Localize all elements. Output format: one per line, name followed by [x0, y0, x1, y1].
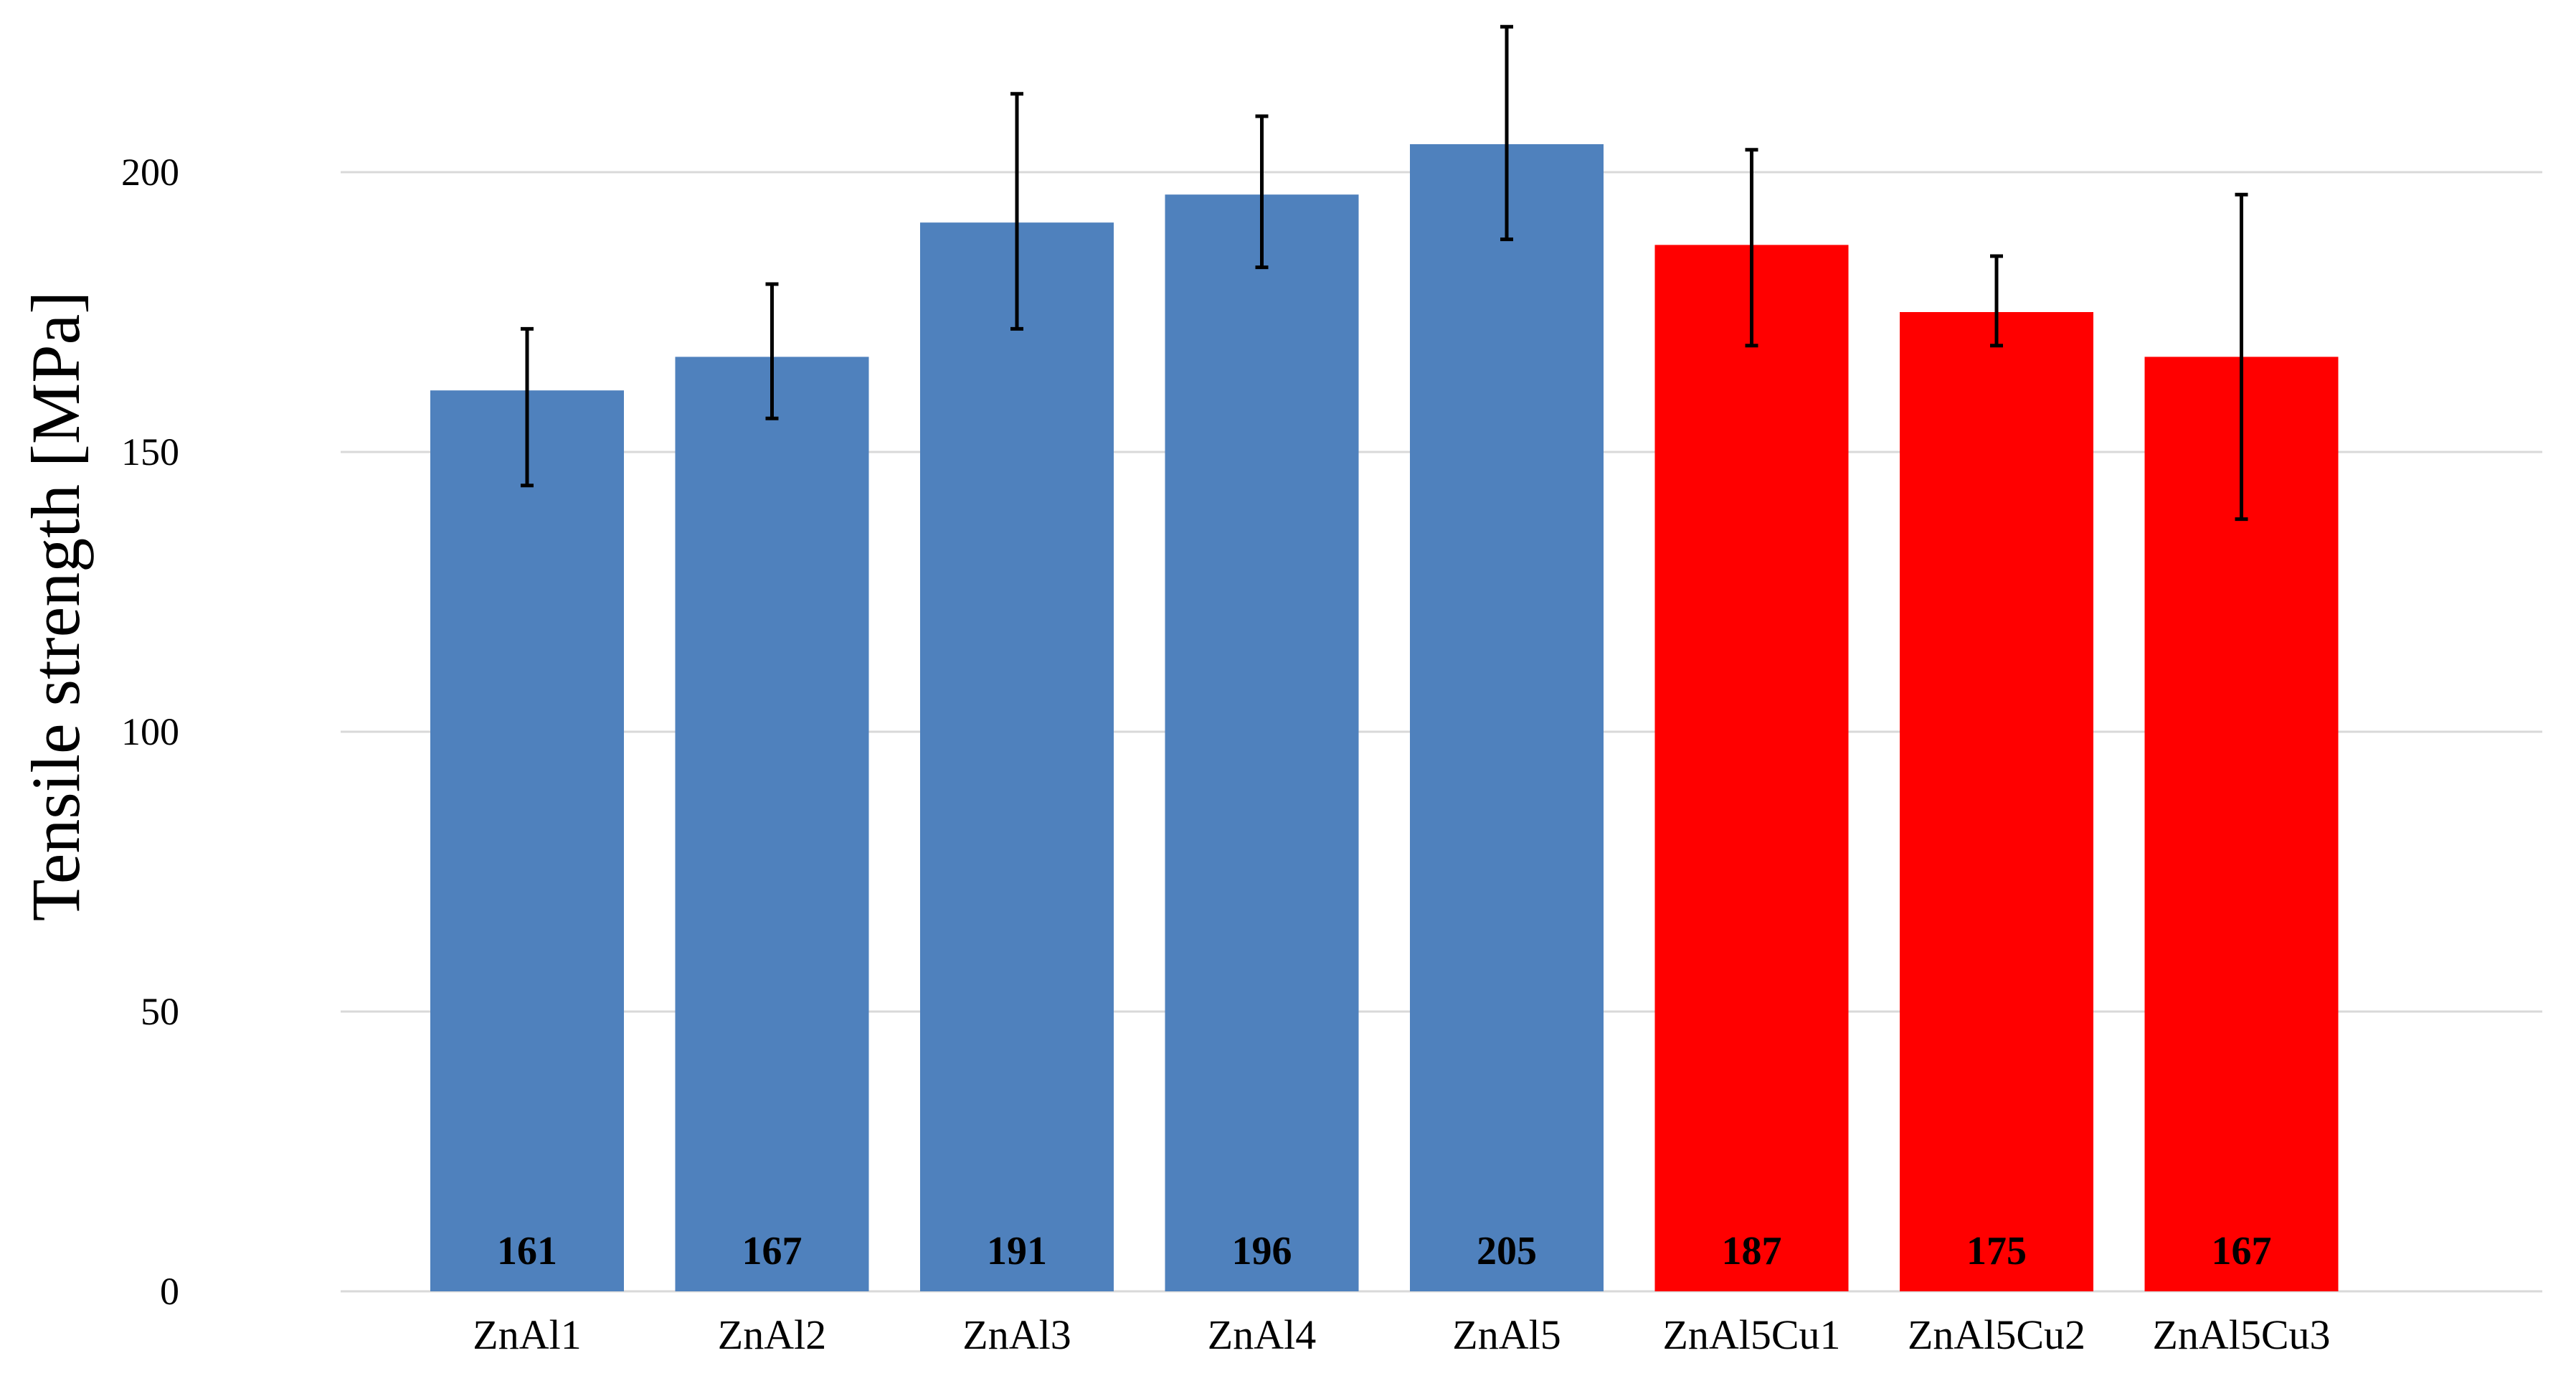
- x-category-label: ZnAl1: [473, 1311, 581, 1358]
- data-label: 167: [2212, 1229, 2272, 1273]
- bar-znal2: [675, 357, 869, 1291]
- y-tick-label: 50: [141, 990, 179, 1033]
- bar-znal3: [920, 222, 1114, 1292]
- x-category-label: ZnAl5: [1452, 1311, 1561, 1358]
- data-label: 161: [497, 1229, 557, 1273]
- x-category-label: ZnAl3: [962, 1311, 1071, 1358]
- error-bar: [1990, 254, 2003, 348]
- bars: [430, 144, 2339, 1292]
- error-bar: [2235, 192, 2248, 522]
- bar-znal4: [1165, 194, 1359, 1292]
- data-labels: 161 167 191 196 205 187 175 167: [497, 1229, 2272, 1273]
- x-category-label: ZnAl4: [1208, 1311, 1316, 1358]
- x-axis-categories: ZnAl1 ZnAl2 ZnAl3 ZnAl4 ZnAl5 ZnAl5Cu1 ZnAl5Cu…: [473, 1311, 2330, 1358]
- y-axis-ticks: 0 50 100 150 200: [121, 151, 179, 1313]
- data-label: 187: [1722, 1229, 1782, 1273]
- y-tick-label: 100: [121, 710, 179, 753]
- error-bar: [1255, 114, 1269, 270]
- x-category-label: ZnAl5Cu3: [2152, 1311, 2330, 1358]
- data-label: 167: [742, 1229, 802, 1273]
- data-label: 191: [987, 1229, 1047, 1273]
- x-category-label: ZnAl5Cu1: [1662, 1311, 1840, 1358]
- y-axis-title: Tensile strength [MPa]: [17, 291, 94, 921]
- error-bar: [1745, 148, 1758, 348]
- error-bar: [521, 326, 534, 488]
- error-bars: [521, 24, 2248, 522]
- y-tick-label: 150: [121, 430, 179, 473]
- y-tick-label: 0: [160, 1270, 179, 1313]
- x-category-label: ZnAl2: [718, 1311, 826, 1358]
- bar-znal5cu1: [1654, 245, 1849, 1291]
- data-label: 196: [1232, 1229, 1292, 1273]
- bar-znal5cu2: [1900, 312, 2093, 1291]
- error-bar: [1010, 92, 1023, 331]
- bar-znal1: [430, 390, 624, 1292]
- x-category-label: ZnAl5Cu2: [1908, 1311, 2085, 1358]
- data-label: 205: [1477, 1229, 1537, 1273]
- data-label: 175: [1966, 1229, 2027, 1273]
- error-bar: [1500, 24, 1513, 242]
- y-tick-label: 200: [121, 151, 179, 194]
- error-bar: [765, 282, 779, 420]
- bar-znal5: [1410, 144, 1604, 1291]
